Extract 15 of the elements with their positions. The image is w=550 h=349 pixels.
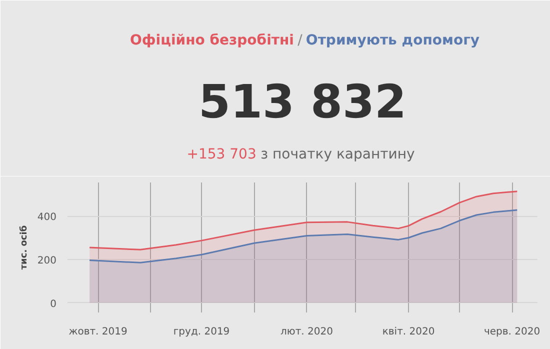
y-axis-title: тис. осіб bbox=[18, 225, 30, 270]
text: +153 703 bbox=[186, 146, 256, 162]
x-tick-label: груд. 2019 bbox=[173, 326, 230, 338]
text: Офіційно безробітні bbox=[130, 32, 294, 48]
text: Отримують допомогу bbox=[306, 32, 480, 48]
text: з початку карантину bbox=[260, 146, 415, 162]
y-tick-label: 200 bbox=[37, 255, 57, 266]
x-tick-label: черв. 2020 bbox=[484, 326, 540, 338]
x-tick-label: лют. 2020 bbox=[280, 326, 333, 338]
x-tick-label: жовт. 2019 bbox=[68, 326, 128, 338]
y-tick-label: 400 bbox=[37, 212, 57, 224]
chart-subtitle: 513 832 bbox=[198, 74, 407, 128]
text: / bbox=[298, 32, 303, 48]
y-tick-label: 0 bbox=[50, 298, 57, 310]
x-tick-label: квіт. 2020 bbox=[382, 326, 435, 338]
